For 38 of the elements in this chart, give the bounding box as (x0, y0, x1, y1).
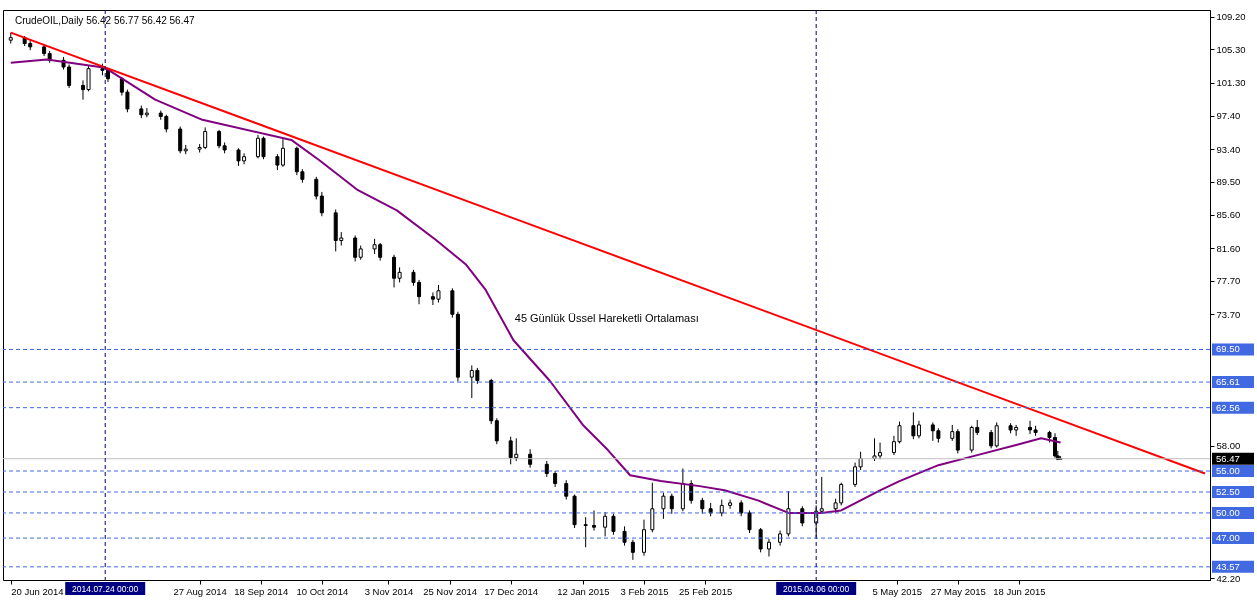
x-tick-label: 12 Jan 2015 (557, 585, 610, 597)
ref-line-label: 55.00 (1216, 465, 1240, 477)
annotation: 45 Günlük Üssel Hareketli Ortalaması (514, 311, 699, 324)
x-tick-label: 18 Jun 2015 (993, 585, 1046, 597)
x-tick-label: 3 Nov 2014 (364, 585, 414, 597)
x-tick-label: 27 Aug 2014 (173, 585, 227, 597)
ref-line-label: 62.56 (1216, 401, 1240, 413)
ref-line-label: 43.57 (1216, 560, 1240, 572)
y-tick-label: 77.70 (1216, 275, 1241, 287)
ref-line-label: 2014.07.24 00:00 (72, 584, 139, 594)
x-tick-label: 17 Dec 2014 (484, 585, 539, 597)
y-tick-label: 101.30 (1216, 77, 1246, 89)
y-tick-label: 73.70 (1216, 308, 1241, 320)
x-tick-label: 10 Oct 2014 (296, 585, 349, 597)
y-tick-label: 97.40 (1216, 110, 1241, 122)
y-tick-label: 85.60 (1216, 209, 1241, 221)
ref-line-label: 52.50 (1216, 485, 1240, 497)
y-tick-label: 89.50 (1216, 176, 1241, 188)
y-tick-label: 81.60 (1216, 242, 1241, 254)
y-tick-label: 93.40 (1216, 143, 1241, 155)
y-tick-label: 58.00 (1216, 440, 1241, 452)
ref-line-label: 2015.04.06 00:00 (783, 584, 850, 594)
y-tick-label: 109.20 (1216, 11, 1246, 23)
x-tick-label: 27 May 2015 (930, 585, 986, 597)
ref-line-label: 69.50 (1216, 343, 1240, 355)
x-tick-label: 18 Sep 2014 (234, 585, 289, 597)
x-tick-label: 25 Feb 2015 (678, 585, 733, 597)
x-tick-label: 5 May 2015 (872, 585, 923, 597)
x-tick-label: 3 Feb 2015 (620, 585, 669, 597)
chart-title: CrudeOIL,Daily 56.42 56.77 56.42 56.47 (15, 14, 196, 26)
y-tick-label: 42.20 (1216, 572, 1241, 584)
y-tick-label: 105.30 (1216, 43, 1246, 55)
ref-line-label: 50.00 (1216, 506, 1240, 518)
x-tick-label: 25 Nov 2014 (423, 585, 478, 597)
ref-line-label: 47.00 (1216, 532, 1240, 544)
ref-line-label: 65.61 (1216, 376, 1240, 388)
ref-line-label: 56.47 (1216, 452, 1240, 464)
x-tick-label: 20 Jun 2014 (11, 585, 64, 597)
